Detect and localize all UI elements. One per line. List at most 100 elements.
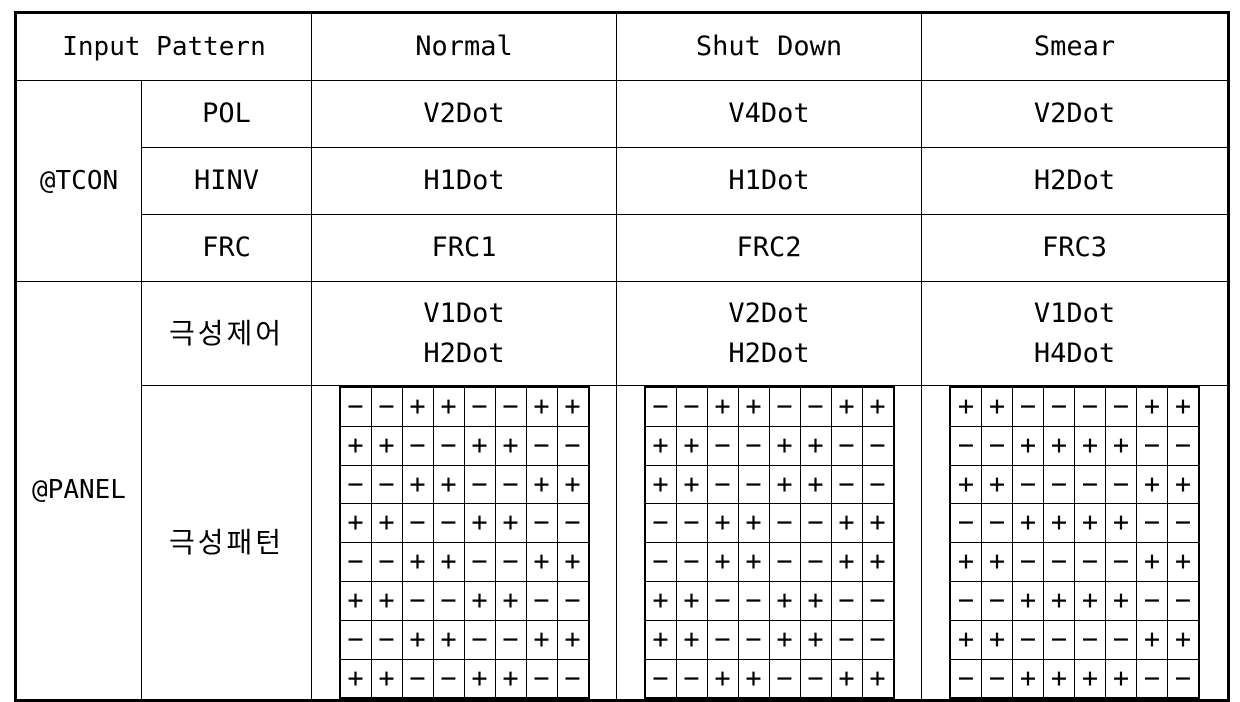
minus-cell: − xyxy=(950,426,982,465)
plus-cell: + xyxy=(526,465,557,504)
plus-cell: + xyxy=(862,659,894,698)
minus-cell: − xyxy=(1168,659,1200,698)
plus-cell: + xyxy=(1137,543,1168,582)
minus-cell: − xyxy=(340,465,372,504)
minus-cell: − xyxy=(1075,387,1106,426)
minus-cell: − xyxy=(464,543,495,582)
header-normal: Normal xyxy=(312,13,617,81)
grid-row: ++−−−−++ xyxy=(950,543,1199,582)
minus-cell: − xyxy=(707,581,738,620)
plus-cell: + xyxy=(495,581,526,620)
minus-cell: − xyxy=(1075,620,1106,659)
minus-cell: − xyxy=(433,426,464,465)
plus-cell: + xyxy=(982,543,1013,582)
plus-cell: + xyxy=(800,620,831,659)
frc-normal: FRC1 xyxy=(312,215,617,282)
pol-shut-down: V4Dot xyxy=(617,81,922,148)
plus-cell: + xyxy=(1044,426,1075,465)
minus-cell: − xyxy=(371,620,402,659)
minus-cell: − xyxy=(371,465,402,504)
plus-cell: + xyxy=(831,543,862,582)
plus-cell: + xyxy=(1075,659,1106,698)
plus-cell: + xyxy=(495,504,526,543)
plus-cell: + xyxy=(950,465,982,504)
minus-cell: − xyxy=(1137,659,1168,698)
minus-cell: − xyxy=(495,543,526,582)
minus-cell: − xyxy=(645,659,677,698)
grid-row: ++−−−−++ xyxy=(950,387,1199,426)
row-label-frc: FRC xyxy=(142,215,312,282)
minus-cell: − xyxy=(433,659,464,698)
plus-cell: + xyxy=(1044,659,1075,698)
grid-row: −−++−−++ xyxy=(645,387,894,426)
minus-cell: − xyxy=(1106,465,1137,504)
plus-cell: + xyxy=(831,387,862,426)
minus-cell: − xyxy=(1168,581,1200,620)
plus-cell: + xyxy=(769,620,800,659)
plus-cell: + xyxy=(950,387,982,426)
plus-cell: + xyxy=(982,387,1013,426)
polarity-pattern-smear: ++−−−−++−−++++−−++−−−−++−−++++−−++−−−−++… xyxy=(922,386,1229,701)
minus-cell: − xyxy=(1044,543,1075,582)
plus-cell: + xyxy=(707,543,738,582)
minus-cell: − xyxy=(1044,620,1075,659)
minus-cell: − xyxy=(1168,426,1200,465)
plus-cell: + xyxy=(800,426,831,465)
minus-cell: − xyxy=(769,387,800,426)
plus-cell: + xyxy=(340,504,372,543)
plus-cell: + xyxy=(1106,581,1137,620)
plus-cell: + xyxy=(433,465,464,504)
grid-row: −−++−−++ xyxy=(340,543,589,582)
header-shut-down: Shut Down xyxy=(617,13,922,81)
minus-cell: − xyxy=(1013,620,1044,659)
plus-cell: + xyxy=(1013,504,1044,543)
plus-cell: + xyxy=(340,659,372,698)
hinv-shut-down: H1Dot xyxy=(617,148,922,215)
polarity-control-smear: V1Dot H4Dot xyxy=(922,282,1229,386)
plus-cell: + xyxy=(557,387,589,426)
plus-cell: + xyxy=(433,620,464,659)
row-label-pol: POL xyxy=(142,81,312,148)
plus-cell: + xyxy=(1168,543,1200,582)
minus-cell: − xyxy=(862,426,894,465)
grid-row: −−++−−++ xyxy=(340,620,589,659)
minus-cell: − xyxy=(371,543,402,582)
plus-cell: + xyxy=(1168,620,1200,659)
grid-row: −−++++−− xyxy=(950,581,1199,620)
minus-cell: − xyxy=(526,581,557,620)
plus-cell: + xyxy=(1075,426,1106,465)
plus-cell: + xyxy=(371,426,402,465)
plus-cell: + xyxy=(676,465,707,504)
minus-cell: − xyxy=(738,465,769,504)
minus-cell: − xyxy=(676,543,707,582)
minus-cell: − xyxy=(1044,465,1075,504)
grid-row: −−++−−++ xyxy=(340,465,589,504)
plus-cell: + xyxy=(769,426,800,465)
plus-cell: + xyxy=(1013,659,1044,698)
minus-cell: − xyxy=(800,387,831,426)
plus-cell: + xyxy=(862,504,894,543)
minus-cell: − xyxy=(645,543,677,582)
grid-row: −−++++−− xyxy=(950,426,1199,465)
plus-cell: + xyxy=(645,426,677,465)
plus-cell: + xyxy=(831,659,862,698)
polarity-control-smear-v: V1Dot xyxy=(922,294,1227,334)
plus-cell: + xyxy=(557,543,589,582)
grid-row: ++−−++−− xyxy=(645,465,894,504)
hinv-smear: H2Dot xyxy=(922,148,1229,215)
plus-cell: + xyxy=(950,620,982,659)
plus-cell: + xyxy=(495,426,526,465)
plus-cell: + xyxy=(557,620,589,659)
grid-row: ++−−++−− xyxy=(340,426,589,465)
minus-cell: − xyxy=(676,659,707,698)
minus-cell: − xyxy=(982,581,1013,620)
minus-cell: − xyxy=(402,426,433,465)
minus-cell: − xyxy=(340,387,372,426)
plus-cell: + xyxy=(526,387,557,426)
minus-cell: − xyxy=(950,581,982,620)
minus-cell: − xyxy=(645,504,677,543)
minus-cell: − xyxy=(557,581,589,620)
minus-cell: − xyxy=(495,620,526,659)
plus-cell: + xyxy=(982,620,1013,659)
polarity-control-shut-down-h: H2Dot xyxy=(617,334,921,374)
